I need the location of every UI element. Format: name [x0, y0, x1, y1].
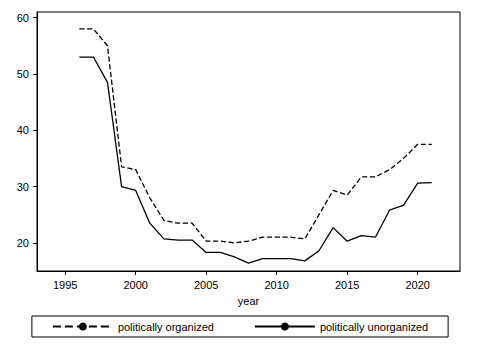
svg-text:year: year: [238, 295, 260, 307]
svg-text:2000: 2000: [123, 279, 147, 291]
svg-text:50: 50: [17, 68, 29, 80]
svg-text:60: 60: [17, 12, 29, 24]
svg-text:40: 40: [17, 124, 29, 136]
svg-text:2015: 2015: [335, 279, 359, 291]
svg-text:politically unorganized: politically unorganized: [320, 321, 428, 333]
svg-text:2005: 2005: [194, 279, 218, 291]
svg-text:2020: 2020: [405, 279, 429, 291]
svg-text:politically organized: politically organized: [118, 321, 214, 333]
svg-text:1995: 1995: [53, 279, 77, 291]
svg-text:30: 30: [17, 181, 29, 193]
svg-text:20: 20: [17, 237, 29, 249]
svg-text:2010: 2010: [264, 279, 288, 291]
